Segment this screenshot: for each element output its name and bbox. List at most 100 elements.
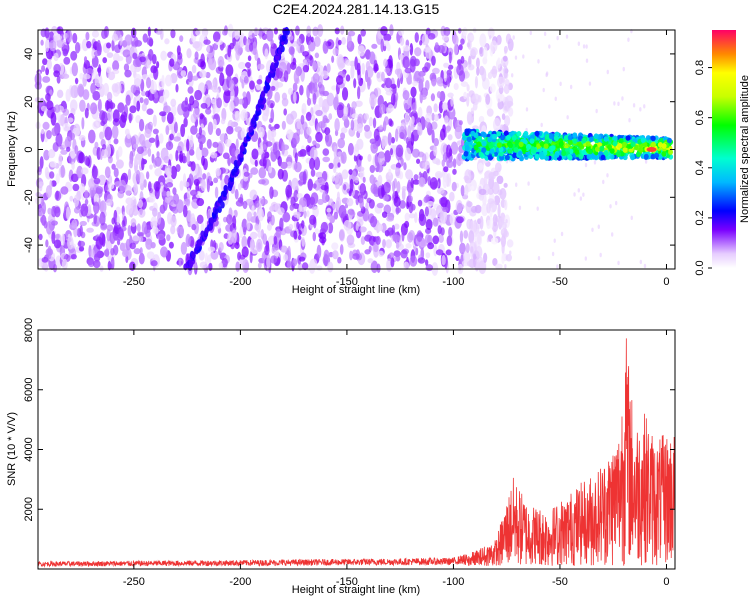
spectrogram-band-cell — [481, 132, 487, 138]
spectrogram-cell — [56, 38, 65, 48]
spectrogram-cell — [340, 127, 348, 134]
spectrogram-cell — [298, 179, 304, 187]
spectrogram-cell — [337, 138, 346, 149]
spectrogram-cell — [157, 211, 162, 225]
spectrogram-cell — [155, 29, 163, 35]
spectrogram-cell — [327, 261, 334, 273]
spectrogram-cell — [138, 118, 145, 132]
spectrogram-band-cell — [617, 142, 623, 149]
spectrogram-cell — [138, 252, 145, 265]
spectrogram-cell — [136, 146, 144, 155]
spectrogram-cell — [268, 124, 272, 130]
spectrogram-cell — [249, 231, 258, 240]
spectrogram-cell — [431, 121, 438, 130]
spectrogram-cell — [123, 63, 130, 72]
spectrogram-cell — [234, 29, 240, 40]
spectrogram-cell — [94, 73, 103, 88]
spectrogram-cell — [273, 27, 278, 35]
spectrogram-cell — [132, 143, 139, 150]
spectrogram-cell — [405, 243, 412, 249]
spectrogram-cell — [209, 84, 213, 90]
spectrogram-cell — [617, 260, 620, 266]
spectrogram-cell — [232, 95, 240, 107]
spectrogram-cell — [402, 45, 411, 52]
spectrogram-cell — [395, 255, 401, 262]
spectrogram-cell — [341, 36, 346, 45]
spectrogram-cell — [106, 91, 113, 102]
spectrogram-cell — [491, 181, 500, 195]
spectrogram-cell — [109, 231, 116, 245]
spectrogram-cell — [65, 206, 70, 220]
spectrogram-cell — [497, 98, 501, 103]
spectrogram-cell — [104, 184, 109, 192]
spectrogram-cell — [363, 124, 371, 132]
spectrogram-band-cell — [511, 134, 517, 141]
spectrogram-cell — [584, 162, 588, 168]
spectrogram-cell — [339, 244, 344, 255]
spectrogram-cell — [505, 218, 508, 224]
spectrogram-band-cell — [514, 139, 520, 145]
spectrogram-streak-cell — [270, 62, 276, 70]
spectrogram-cell — [237, 183, 242, 191]
spectrogram-cell — [147, 147, 152, 157]
spectrogram-cell — [128, 112, 132, 124]
spectrogram-cell — [312, 92, 317, 105]
spectrogram-cell — [190, 161, 196, 172]
spectrogram-cell — [310, 36, 314, 43]
spectrogram-cell — [322, 40, 329, 54]
spectrogram-cell — [170, 29, 176, 39]
spectrogram-cell — [421, 153, 427, 163]
spectrogram-cell — [280, 245, 288, 253]
spectrogram-cell — [147, 181, 152, 192]
spectrogram-cell — [262, 156, 267, 169]
spectrogram-cell — [460, 184, 465, 197]
spectrogram-cell — [382, 135, 389, 147]
spectrogram-cell — [106, 42, 112, 49]
spectrogram-cell — [431, 78, 437, 86]
spectrogram-cell — [70, 50, 78, 61]
spectrogram-cell — [483, 46, 488, 60]
spectrogram-cell — [43, 149, 50, 161]
spectrogram-cell — [398, 28, 405, 36]
spectrogram-cell — [111, 33, 119, 42]
spectrogram-cell — [104, 126, 113, 141]
colorbar-tick-label: 0.0 — [694, 260, 706, 275]
spectrogram-band-cell — [534, 153, 540, 160]
spectrogram-cell — [180, 241, 188, 255]
spectrogram-cell — [93, 253, 101, 262]
spectrogram-cell — [118, 228, 124, 240]
spectrogram-cell — [490, 237, 499, 245]
spectrogram-cell — [115, 159, 124, 169]
spectrogram-cell — [212, 141, 219, 148]
spectrogram-cell — [180, 123, 186, 138]
spectrogram-cell — [270, 39, 274, 48]
spectrogram-band-cell — [599, 145, 605, 152]
spectrogram-cell — [217, 56, 225, 68]
spectrogram-cell — [301, 220, 305, 229]
spectrogram-cell — [60, 186, 69, 195]
spectrogram-cell — [247, 55, 252, 62]
spectrogram-cell — [351, 101, 357, 110]
spectrogram-cell — [639, 107, 642, 112]
spectrogram-cell — [70, 148, 76, 159]
spectrogram-cell — [536, 206, 539, 211]
spectrogram-cell — [74, 42, 81, 54]
spectrogram-cell — [205, 71, 211, 79]
spectrogram-cell — [355, 222, 359, 232]
spectrogram-cell — [130, 218, 137, 227]
spectrogram-cell — [363, 113, 369, 121]
spectrogram-cell — [243, 226, 247, 236]
spectrogram-cell — [229, 79, 235, 92]
spectrogram-cell — [295, 25, 300, 36]
spectrogram-cell — [98, 174, 106, 186]
spectrogram-cell — [179, 35, 184, 42]
spectrogram-cell — [436, 91, 442, 99]
x-tick-label: -50 — [552, 276, 568, 288]
spectrogram-cell — [164, 196, 171, 204]
spectrogram-cell — [79, 99, 86, 112]
spectrogram-cell — [368, 116, 374, 127]
spectrogram-cell — [40, 105, 47, 112]
spectrogram-cell — [442, 206, 449, 212]
spectrogram-cell — [176, 45, 181, 56]
spectrogram-cell — [425, 259, 429, 266]
